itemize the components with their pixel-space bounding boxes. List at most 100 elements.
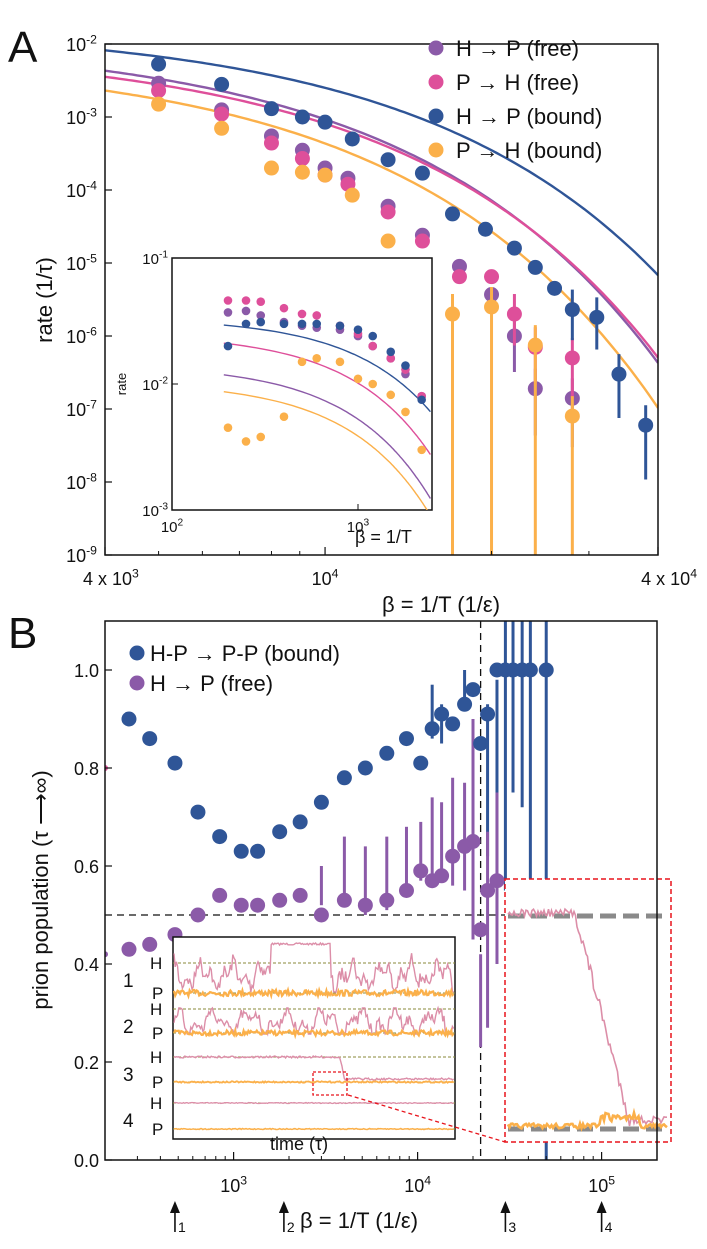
data-point [357,760,373,776]
data-point [445,848,461,864]
data-point [313,794,329,810]
inset-x-tick-label: 102 [161,518,184,536]
data-point [444,206,460,222]
trace-orange-row2 [173,1026,455,1040]
inset-y-tick-label: 10-2 [142,376,168,394]
marker-arrow-label: 3 [508,1219,516,1235]
legend-marker [428,74,444,90]
inset-data-point [417,445,426,455]
data-point [564,350,580,366]
inset-data-point [256,432,266,442]
legend-label: H → P (bound) [456,104,602,129]
inset-data-point [256,317,266,327]
data-point [344,131,360,147]
trace-row-number: 1 [123,971,134,992]
inset-fit-curve-0 [223,374,431,499]
tick-base: 10 [312,569,332,589]
inset-data-point [279,412,289,422]
tick-exponent: 2 [178,518,184,529]
data-point [489,873,505,889]
inset-data-point [368,341,378,351]
data-point [527,337,543,353]
data-point [465,682,481,698]
data-point [336,892,352,908]
tick-exponent: 3 [132,566,139,580]
tick-exponent: -7 [86,397,97,411]
data-point [413,755,429,771]
trace-row-number: 4 [123,1111,134,1132]
traces-x-axis-label: time (τ) [270,1134,328,1154]
tick-base: 10 [66,400,86,420]
y-tick-label: 10-3 [66,105,97,128]
x-axis-label: β = 1/T (1/ε) [382,592,500,617]
data-point [434,868,450,884]
inset-data-point [368,379,378,389]
data-point [465,834,481,849]
tick-exponent: 4 [690,566,697,580]
inset-data-point [223,341,233,351]
data-point [121,941,137,957]
data-point [522,662,538,678]
data-point [212,829,228,845]
zoom-source-box [312,1071,348,1096]
tick-base: 10 [347,519,364,536]
inset-data-point [241,319,251,329]
data-point [313,907,329,923]
tick-base: 10 [142,377,159,394]
data-point [190,804,206,820]
y-tick-label: 10-9 [66,543,97,566]
trace-pink-row4 [173,1101,454,1105]
tick-exponent: -8 [86,470,97,484]
tick-base: 10 [66,546,86,566]
data-point [263,160,279,176]
data-point [272,824,288,840]
inset-data-point [241,437,251,446]
inset-y-tick-label: 10-3 [142,502,168,520]
tick-base: 10 [142,503,159,520]
legend-marker [428,142,444,158]
legend-marker [129,645,145,661]
tick-base: 10 [66,108,86,128]
data-point [214,120,230,136]
legend-label: H → P (free) [456,36,579,61]
y-tick-label: 0.6 [74,857,99,877]
inset-frame [171,257,433,511]
y-tick-label: 0.0 [74,1151,99,1171]
y-tick-label: 0.2 [74,1053,99,1073]
inset-data-point [297,309,307,319]
inset-data-point [401,407,410,417]
inset-data-point [401,361,410,370]
y-tick-label: 10-5 [66,251,97,274]
zoom-trace-orange [506,1107,668,1133]
data-point [292,814,308,830]
tick-exponent: -3 [159,502,168,513]
inset-data-point [335,357,345,367]
x-tick-label: 104 [312,566,339,589]
trace-pink-row3 [173,1054,455,1082]
data-point [379,745,395,761]
tick-base: 10 [66,35,86,55]
data-point [151,83,167,99]
inset-data-point [223,296,233,305]
marker-arrow-head [278,1201,289,1213]
inset-x-axis-label: β = 1/T [355,527,412,547]
data-point [611,366,627,382]
tick-exponent: 4 [424,1173,431,1187]
tick-exponent: -2 [86,32,97,46]
inset-data-point [368,331,378,341]
data-point [357,897,373,913]
data-point [294,164,310,180]
data-point [317,114,333,130]
x-tick-label: 104 [404,1173,431,1196]
data-point [272,892,288,908]
data-point [477,221,493,237]
plot-frame [104,43,659,556]
data-point [445,716,461,732]
y-tick-label: 10-8 [66,470,97,493]
y-tick-label: 10-7 [66,397,97,420]
fit-curve-2 [105,49,658,277]
tick-base: 10 [142,251,159,268]
data-point [457,696,473,712]
data-point [151,56,167,72]
